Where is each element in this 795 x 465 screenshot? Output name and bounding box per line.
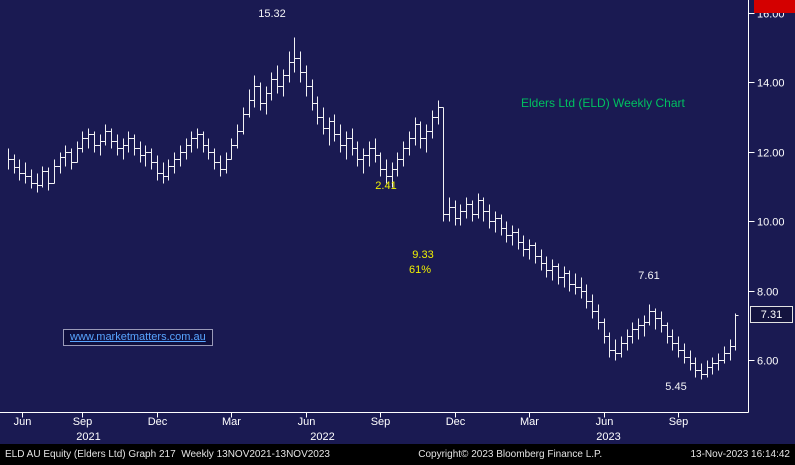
- status-copyright: Copyright© 2023 Bloomberg Finance L.P.: [418, 449, 603, 460]
- x-axis-year-label: 2021: [76, 431, 100, 443]
- marketmatters-watermark-link[interactable]: www.marketmatters.com.au: [63, 329, 213, 346]
- annotation-swing-high: 7.61: [638, 270, 660, 282]
- x-axis-year-label: 2022: [310, 431, 334, 443]
- status-security-info: ELD AU Equity (Elders Ltd) Graph 217 Wee…: [5, 449, 330, 460]
- last-price-label: 7.31: [750, 306, 793, 323]
- x-axis-month-label: Jun: [596, 416, 614, 428]
- x-axis-month-label: Mar: [520, 416, 539, 428]
- annotation-trough-low: 5.45: [665, 381, 687, 393]
- annotation-decline-amount: 9.33: [412, 249, 434, 261]
- y-axis-label: 6.00: [757, 356, 778, 368]
- x-axis-month-label: Jun: [14, 416, 32, 428]
- x-axis-month-label: Sep: [669, 416, 689, 428]
- y-axis-label: 14.00: [757, 78, 785, 90]
- y-axis-label: 8.00: [757, 287, 778, 299]
- y-axis-label: 10.00: [757, 217, 785, 229]
- x-axis-month-label: Dec: [148, 416, 168, 428]
- status-timestamp: 13-Nov-2023 16:14:42: [690, 449, 790, 460]
- y-axis-label: 12.00: [757, 148, 785, 160]
- x-axis-month-label: Sep: [371, 416, 391, 428]
- annotation-decline-percent: 61%: [408, 264, 432, 276]
- x-axis-month-label: Jun: [298, 416, 316, 428]
- price-bars: [8, 37, 739, 380]
- terminal-status-bar: ELD AU Equity (Elders Ltd) Graph 217 Wee…: [0, 444, 795, 465]
- chart-title: Elders Ltd (ELD) Weekly Chart: [521, 96, 685, 110]
- axes: [0, 0, 755, 418]
- red-corner-indicator: [754, 0, 795, 13]
- annotation-peak-high: 15.32: [258, 8, 286, 20]
- x-axis-month-label: Dec: [446, 416, 466, 428]
- x-axis-month-label: Mar: [222, 416, 241, 428]
- x-axis-month-label: Sep: [73, 416, 93, 428]
- annotation-drop-amount: 2.41: [375, 180, 397, 192]
- x-axis-year-label: 2023: [596, 431, 620, 443]
